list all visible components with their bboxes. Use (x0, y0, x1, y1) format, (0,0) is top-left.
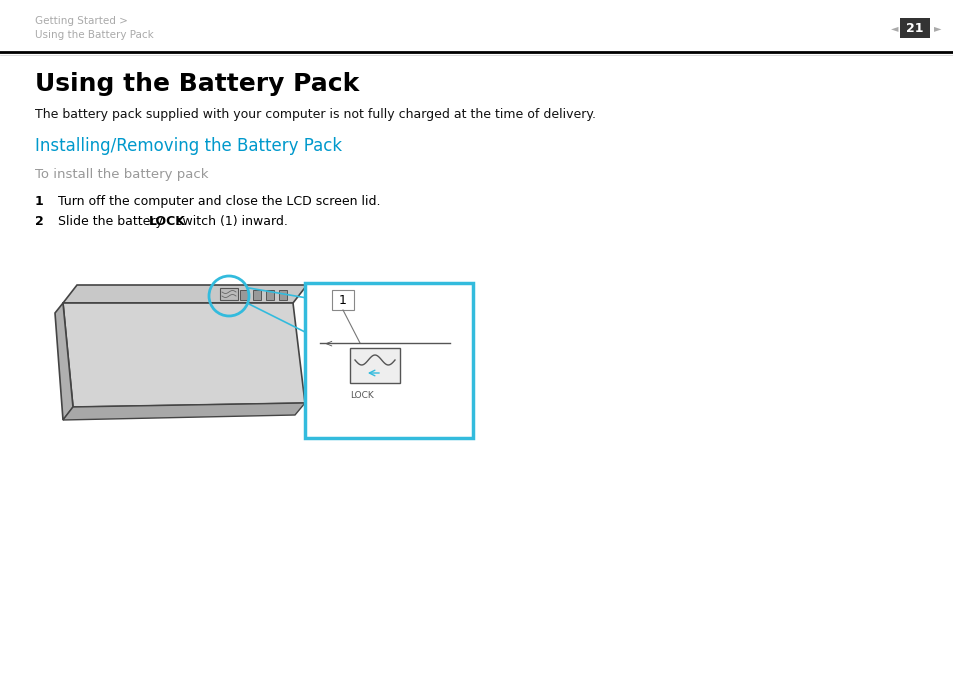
Text: LOCK: LOCK (149, 215, 186, 228)
Polygon shape (63, 403, 305, 420)
Text: 21: 21 (905, 22, 923, 34)
Polygon shape (55, 303, 73, 420)
Text: To install the battery pack: To install the battery pack (35, 168, 209, 181)
Text: ◄: ◄ (890, 23, 898, 33)
Text: 1: 1 (35, 195, 44, 208)
Text: Using the Battery Pack: Using the Battery Pack (35, 72, 359, 96)
Polygon shape (63, 303, 305, 407)
Text: Slide the battery: Slide the battery (58, 215, 167, 228)
Text: <: < (325, 338, 333, 348)
FancyBboxPatch shape (350, 348, 399, 383)
Text: 2: 2 (35, 215, 44, 228)
FancyBboxPatch shape (278, 290, 287, 300)
Text: The battery pack supplied with your computer is not fully charged at the time of: The battery pack supplied with your comp… (35, 108, 596, 121)
FancyBboxPatch shape (253, 290, 261, 300)
FancyBboxPatch shape (266, 290, 274, 300)
FancyBboxPatch shape (240, 290, 248, 300)
Text: Installing/Removing the Battery Pack: Installing/Removing the Battery Pack (35, 137, 342, 155)
FancyBboxPatch shape (899, 18, 929, 38)
Text: ►: ► (933, 23, 941, 33)
Text: Using the Battery Pack: Using the Battery Pack (35, 30, 153, 40)
Text: LOCK: LOCK (350, 391, 374, 400)
Text: 1: 1 (338, 293, 347, 307)
FancyBboxPatch shape (305, 283, 473, 438)
Text: Turn off the computer and close the LCD screen lid.: Turn off the computer and close the LCD … (58, 195, 380, 208)
Polygon shape (63, 285, 307, 303)
FancyBboxPatch shape (332, 290, 354, 310)
FancyBboxPatch shape (220, 288, 237, 300)
Text: switch (1) inward.: switch (1) inward. (172, 215, 288, 228)
Text: Getting Started >: Getting Started > (35, 16, 128, 26)
